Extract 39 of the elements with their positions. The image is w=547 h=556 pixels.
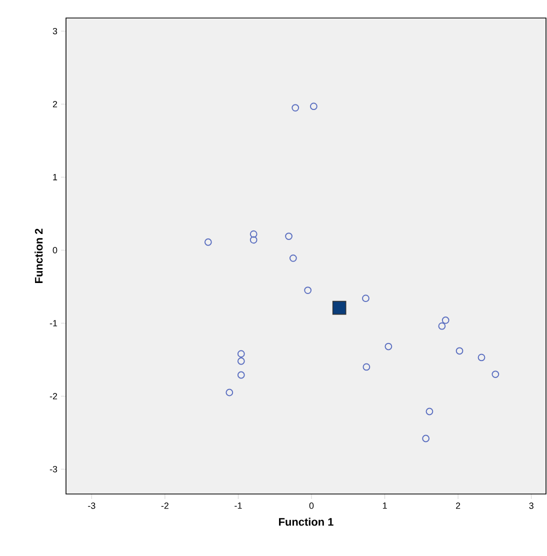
y-tick-label: 3 — [52, 28, 58, 34]
y-tick-label: 2 — [52, 101, 58, 108]
point — [226, 388, 234, 396]
x-axis-title: Function 1 — [279, 518, 334, 526]
point — [292, 104, 300, 112]
point — [237, 371, 245, 379]
y-axis-title: Function 2 — [34, 228, 43, 283]
point — [332, 300, 346, 315]
y-tick-label: 1 — [53, 174, 58, 180]
point — [426, 408, 434, 416]
point — [237, 350, 245, 358]
point — [250, 230, 258, 238]
point — [442, 316, 450, 324]
point — [204, 238, 212, 246]
y-tick-label: -3 — [50, 466, 58, 472]
x-tick-label: 1 — [382, 502, 387, 509]
y-tick-label: -1 — [50, 320, 58, 326]
x-tick-label: 2 — [456, 502, 460, 509]
point — [289, 254, 297, 262]
x-tick-label: 0 — [309, 502, 314, 509]
point — [456, 347, 464, 355]
point — [422, 434, 430, 442]
point — [478, 354, 486, 362]
x-tick-label: -1 — [234, 502, 242, 509]
point — [237, 357, 245, 365]
point — [362, 294, 370, 302]
x-tick-label: -2 — [161, 502, 168, 509]
point — [304, 286, 312, 294]
y-tick-label: -2 — [50, 393, 58, 400]
x-tick-label: -3 — [88, 502, 96, 509]
point — [285, 232, 292, 240]
point — [310, 102, 318, 110]
point — [384, 342, 392, 350]
point — [362, 363, 370, 371]
y-tick-label: 0 — [52, 246, 58, 254]
point — [492, 370, 500, 378]
point — [438, 322, 446, 330]
point — [250, 236, 258, 244]
x-tick-label: 3 — [529, 502, 534, 509]
